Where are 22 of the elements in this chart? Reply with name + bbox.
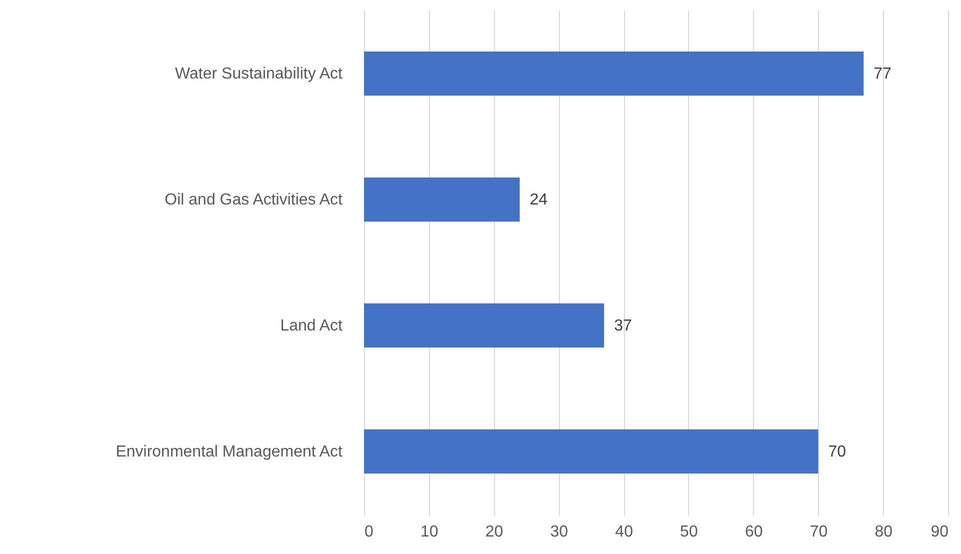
- x-tick-label: 30: [550, 524, 568, 540]
- bar: [364, 177, 520, 222]
- y-tick-label: Environmental Management Act: [116, 443, 344, 460]
- x-tick-label: 60: [744, 524, 763, 540]
- y-tick-label: Land Act: [280, 317, 344, 334]
- x-tick-label: 90: [930, 524, 949, 540]
- x-tick-label: 70: [810, 524, 828, 540]
- data-label: 77: [874, 66, 892, 83]
- y-tick-label: Water Sustainability Act: [175, 66, 344, 83]
- x-tick-label: 10: [420, 524, 438, 540]
- x-tick-label: 20: [485, 524, 504, 540]
- bar: [364, 429, 818, 474]
- y-tick-label: Oil and Gas Activities Act: [164, 192, 344, 209]
- bar: [364, 52, 864, 96]
- data-label: 24: [530, 192, 548, 209]
- x-tick-label: 0: [364, 524, 374, 540]
- bar: [364, 303, 604, 348]
- data-label: 37: [614, 317, 632, 334]
- x-tick-label: 40: [615, 524, 634, 540]
- x-tick-label: 80: [874, 524, 893, 540]
- x-tick-label: 50: [680, 524, 698, 540]
- data-label: 70: [828, 443, 846, 460]
